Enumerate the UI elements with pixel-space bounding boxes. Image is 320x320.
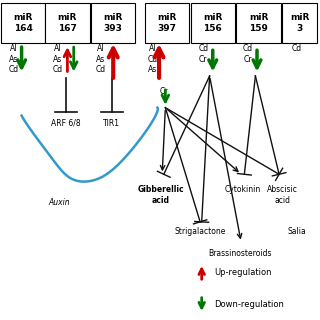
Text: Cd
Cr: Cd Cr [243, 44, 252, 64]
FancyBboxPatch shape [91, 3, 135, 43]
Text: Up-regulation: Up-regulation [214, 268, 272, 277]
FancyBboxPatch shape [1, 3, 45, 43]
Text: Abscisic
acid: Abscisic acid [267, 185, 298, 205]
Text: miR
156: miR 156 [203, 13, 222, 33]
Text: Al
As
Cd: Al As Cd [96, 44, 106, 74]
FancyBboxPatch shape [236, 3, 281, 43]
Text: Al
As
Cd: Al As Cd [9, 44, 19, 74]
Text: Down-regulation: Down-regulation [214, 300, 284, 309]
Text: miR
167: miR 167 [58, 13, 77, 33]
Text: Gibberellic
acid: Gibberellic acid [137, 185, 184, 205]
Text: Cr: Cr [160, 87, 168, 96]
Text: Strigalactone: Strigalactone [174, 227, 226, 236]
Text: ARF 6/8: ARF 6/8 [51, 119, 81, 128]
Text: miR
164: miR 164 [13, 13, 33, 33]
Text: miR
3: miR 3 [290, 13, 309, 33]
Text: miR
159: miR 159 [249, 13, 268, 33]
FancyBboxPatch shape [282, 3, 317, 43]
Text: Cd
Cr: Cd Cr [198, 44, 208, 64]
Text: Cd: Cd [292, 44, 301, 53]
Text: Cytokinin: Cytokinin [225, 185, 261, 194]
Text: Auxin: Auxin [49, 198, 70, 207]
Text: Al
Cu
As: Al Cu As [148, 44, 158, 74]
Text: Salia: Salia [287, 227, 306, 236]
Text: miR
393: miR 393 [104, 13, 123, 33]
Text: TIR1: TIR1 [103, 119, 120, 128]
FancyBboxPatch shape [145, 3, 189, 43]
Text: Brassinosteroids: Brassinosteroids [208, 249, 271, 258]
FancyBboxPatch shape [45, 3, 90, 43]
Text: miR
397: miR 397 [157, 13, 177, 33]
FancyBboxPatch shape [191, 3, 235, 43]
Text: Al
As
Cd: Al As Cd [53, 44, 63, 74]
